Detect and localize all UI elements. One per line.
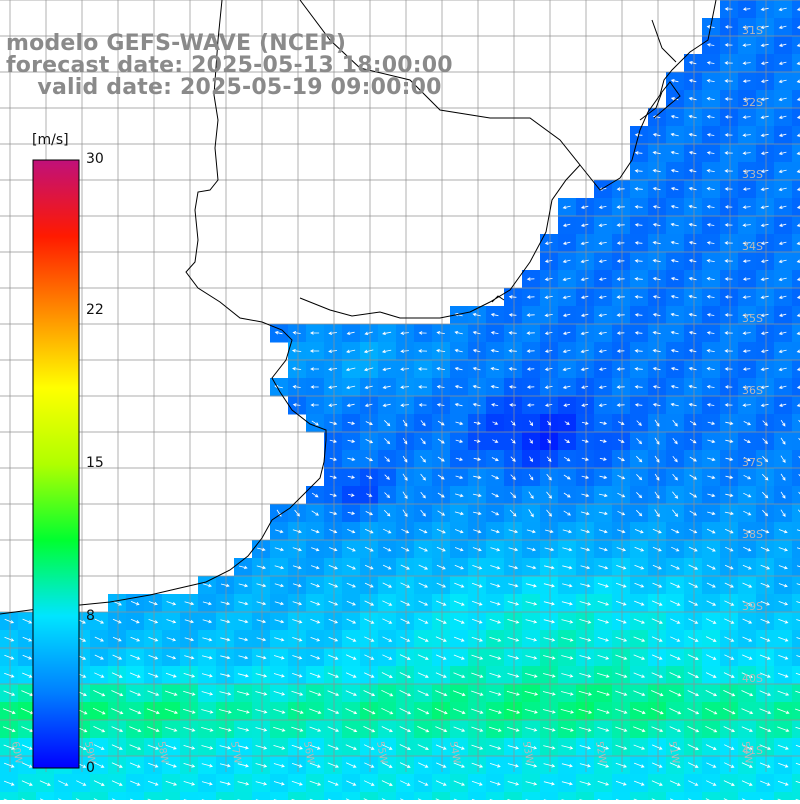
speed-cell [792,648,800,667]
lat-label-33s: 33S [742,168,763,181]
speed-cell [324,792,343,800]
speed-cell [792,450,800,469]
speed-cell [792,684,800,703]
speed-cell [396,792,415,800]
speed-cell [522,792,541,800]
speed-cell [18,792,37,800]
speed-cell [540,792,559,800]
speed-cell [792,504,800,523]
speed-cell [90,792,109,800]
speed-cell [450,792,469,800]
speed-cell [126,792,145,800]
speed-cell [630,792,649,800]
speed-cell [558,792,577,800]
speed-cell [792,522,800,541]
colorbar [33,160,79,768]
speed-cell [684,792,703,800]
lat-label-34s: 34S [742,240,763,253]
speed-cell [738,792,757,800]
speed-cell [288,792,307,800]
speed-cell [792,630,800,649]
lat-label-37s: 37S [742,456,763,469]
speed-cell [216,792,235,800]
speed-cell [648,792,667,800]
speed-cell [720,792,739,800]
speed-cell [756,792,775,800]
speed-cell [792,432,800,451]
speed-cell [108,792,127,800]
speed-cell [594,792,613,800]
speed-cell [234,792,253,800]
colorbar-unit: [m/s] [32,132,69,148]
colorbar-tick-15: 15 [86,455,104,471]
colorbar-tick-22: 22 [86,302,104,318]
speed-cell [162,792,181,800]
model-title: modelo GEFS-WAVE (NCEP) [6,33,346,55]
lat-label-32s: 32S [742,96,763,109]
speed-cell [792,774,800,793]
speed-cell [360,792,379,800]
speed-cell [36,792,55,800]
speed-cell [792,666,800,685]
speed-cell [414,792,433,800]
speed-cell [180,792,199,800]
speed-cell [252,792,271,800]
speed-cell [468,792,487,800]
speed-cell [486,792,505,800]
speed-cell [54,792,73,800]
speed-cell [774,792,793,800]
speed-cell [144,792,163,800]
speed-cell [792,540,800,559]
speed-cell [792,612,800,631]
speed-cell [792,594,800,613]
speed-cell [666,792,685,800]
speed-cell [792,792,800,800]
lat-label-36s: 36S [742,384,763,397]
speed-cell [792,720,800,739]
forecast-date: forecast date: 2025-05-13 18:00:00 [6,55,453,77]
valid-date: valid date: 2025-05-19 09:00:00 [6,77,442,99]
speed-cell [432,792,451,800]
speed-cell [270,792,289,800]
colorbar-tick-8: 8 [86,608,95,624]
speed-cell [504,792,523,800]
lat-label-39s: 39S [742,600,763,613]
lat-label-38s: 38S [742,528,763,541]
speed-cell [0,792,19,800]
speed-cell [792,702,800,721]
colorbar-tick-30: 30 [86,151,104,167]
speed-cell [576,792,595,800]
speed-cell [792,558,800,577]
speed-cell [792,738,800,757]
speed-cell [792,756,800,775]
lat-label-40s: 40S [742,672,763,685]
speed-cell [198,792,217,800]
speed-cell [792,468,800,487]
speed-cell [792,576,800,595]
speed-cell [342,792,361,800]
lat-label-31s: 31S [742,24,763,37]
speed-cell [378,792,397,800]
speed-cell [792,414,800,433]
speed-cell [792,486,800,505]
speed-cell [612,792,631,800]
speed-cell [72,792,91,800]
colorbar-tick-0: 0 [86,760,95,776]
speed-cell [702,792,721,800]
lat-label-35s: 35S [742,312,763,325]
speed-cell [306,792,325,800]
